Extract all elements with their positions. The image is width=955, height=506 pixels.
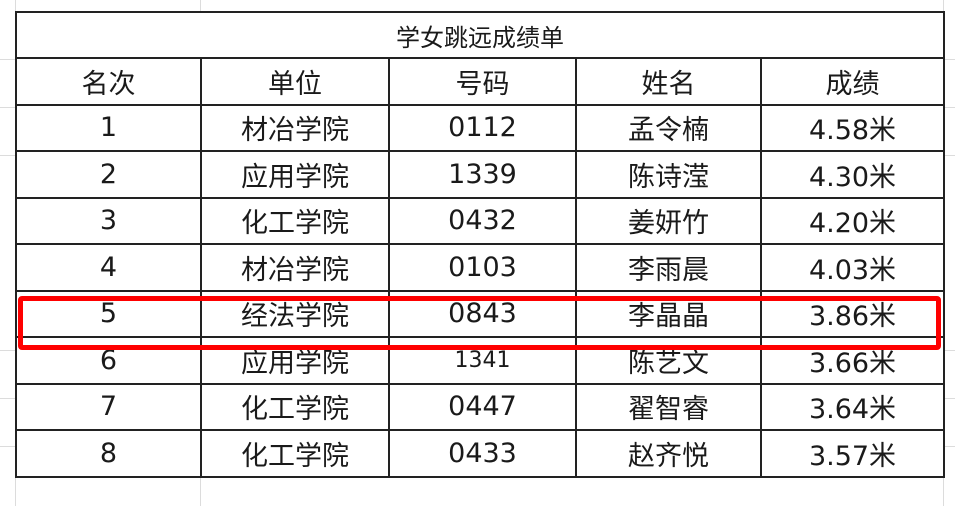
table-row: 3 化工学院 0432 姜妍竹 4.20米 — [15, 196, 945, 245]
cell-score[interactable]: 4.03米 — [760, 243, 945, 292]
cell-number[interactable]: 0433 — [388, 429, 577, 478]
header-row: 名次 单位 号码 姓名 成绩 — [15, 57, 945, 106]
cell-unit[interactable]: 经法学院 — [200, 289, 390, 338]
cell-unit[interactable]: 应用学院 — [200, 150, 390, 199]
header-rank[interactable]: 名次 — [15, 57, 202, 106]
cell-number[interactable]: 0103 — [388, 243, 577, 292]
cell-name[interactable]: 姜妍竹 — [575, 196, 762, 245]
table-row: 2 应用学院 1339 陈诗滢 4.30米 — [15, 150, 945, 199]
header-score[interactable]: 成绩 — [760, 57, 945, 106]
cell-rank[interactable]: 1 — [15, 103, 202, 152]
cell-unit[interactable]: 材冶学院 — [200, 243, 390, 292]
cell-unit[interactable]: 化工学院 — [200, 382, 390, 431]
cell-score[interactable]: 3.57米 — [760, 429, 945, 478]
header-unit[interactable]: 单位 — [200, 57, 390, 106]
cell-name[interactable]: 李雨晨 — [575, 243, 762, 292]
cell-score[interactable]: 4.30米 — [760, 150, 945, 199]
cell-unit[interactable]: 应用学院 — [200, 336, 390, 385]
cell-name[interactable]: 陈艺文 — [575, 336, 762, 385]
cell-rank[interactable]: 8 — [15, 429, 202, 478]
cell-name[interactable]: 李晶晶 — [575, 289, 762, 338]
cell-number[interactable]: 1339 — [388, 150, 577, 199]
cell-number[interactable]: 0112 — [388, 103, 577, 152]
cell-number[interactable]: 0432 — [388, 196, 577, 245]
cell-number[interactable]: 0447 — [388, 382, 577, 431]
cell-score[interactable]: 3.86米 — [760, 289, 945, 338]
cell-name[interactable]: 孟令楠 — [575, 103, 762, 152]
cell-rank[interactable]: 4 — [15, 243, 202, 292]
cell-rank[interactable]: 3 — [15, 196, 202, 245]
cell-unit[interactable]: 化工学院 — [200, 196, 390, 245]
title-row: 学女跳远成绩单 — [15, 11, 945, 59]
cell-unit[interactable]: 化工学院 — [200, 429, 390, 478]
cell-rank[interactable]: 6 — [15, 336, 202, 385]
table-row: 5 经法学院 0843 李晶晶 3.86米 — [15, 289, 945, 338]
cell-unit[interactable]: 材冶学院 — [200, 103, 390, 152]
cell-number[interactable]: 0843 — [388, 289, 577, 338]
header-name[interactable]: 姓名 — [575, 57, 762, 106]
cell-score[interactable]: 4.20米 — [760, 196, 945, 245]
cell-score[interactable]: 3.66米 — [760, 336, 945, 385]
table-row: 4 材冶学院 0103 李雨晨 4.03米 — [15, 243, 945, 292]
table-row: 1 材冶学院 0112 孟令楠 4.58米 — [15, 103, 945, 152]
header-number[interactable]: 号码 — [388, 57, 577, 106]
cell-name[interactable]: 翟智睿 — [575, 382, 762, 431]
cell-rank[interactable]: 2 — [15, 150, 202, 199]
cell-rank[interactable]: 5 — [15, 289, 202, 338]
cell-number[interactable]: 1341 — [388, 336, 577, 385]
cell-name[interactable]: 陈诗滢 — [575, 150, 762, 199]
table-title[interactable]: 学女跳远成绩单 — [15, 11, 945, 59]
table-row: 6 应用学院 1341 陈艺文 3.66米 — [15, 336, 945, 385]
table-row: 7 化工学院 0447 翟智睿 3.64米 — [15, 382, 945, 431]
results-table: 学女跳远成绩单 名次 单位 号码 姓名 成绩 1 材冶学院 0112 孟令楠 4.58米… — [15, 11, 945, 478]
cell-score[interactable]: 4.58米 — [760, 103, 945, 152]
table-row: 8 化工学院 0433 赵齐悦 3.57米 — [15, 429, 945, 478]
cell-score[interactable]: 3.64米 — [760, 382, 945, 431]
cell-name[interactable]: 赵齐悦 — [575, 429, 762, 478]
cell-rank[interactable]: 7 — [15, 382, 202, 431]
